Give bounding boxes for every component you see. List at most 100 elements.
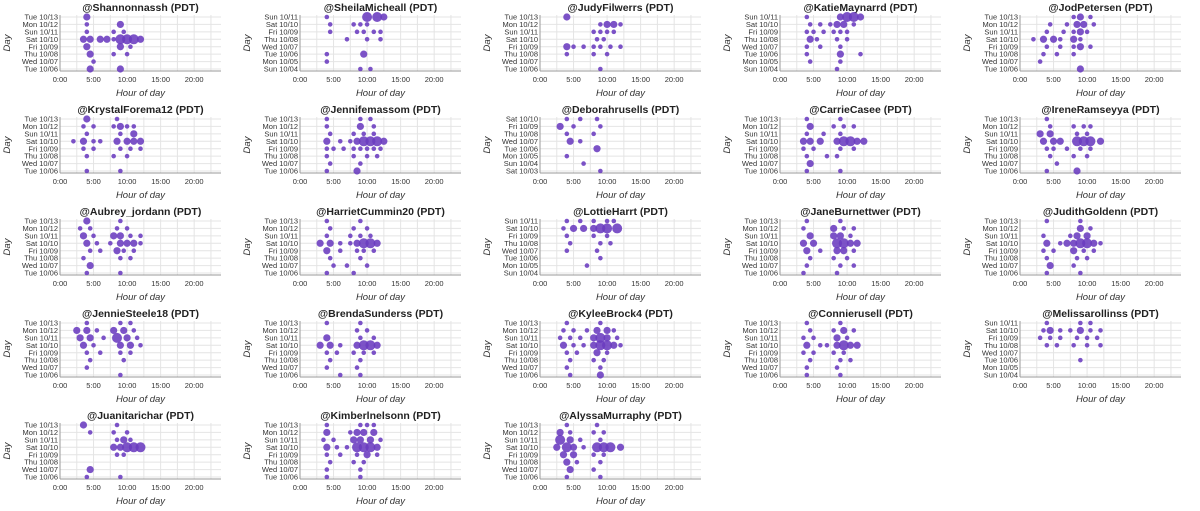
x-tick-label: 20:00: [425, 177, 444, 186]
y-tick-label: Sat 10/10: [506, 443, 538, 452]
y-tick-label: Thu 10/08: [24, 254, 58, 263]
data-point: [838, 340, 849, 351]
x-tick-label: 20:00: [665, 279, 684, 288]
data-point: [841, 226, 847, 231]
x-axis-label: Hour of day: [1076, 394, 1126, 405]
data-point: [114, 422, 120, 428]
data-point: [801, 335, 806, 341]
data-point: [1088, 328, 1093, 333]
data-point: [131, 248, 137, 254]
data-point: [1078, 146, 1083, 152]
data-point: [81, 146, 86, 152]
x-tick-label: 10:00: [358, 279, 377, 288]
data-point: [831, 124, 836, 129]
data-point: [593, 145, 601, 153]
x-axis-label: Hour of day: [356, 496, 406, 507]
panel-title: @KrystalForema12 (PDT): [77, 104, 203, 116]
x-tick-label: 10:00: [598, 381, 617, 390]
data-point: [611, 328, 617, 333]
data-point: [1044, 218, 1050, 224]
data-point: [574, 350, 580, 356]
x-tick-label: 15:00: [631, 177, 650, 186]
data-point: [804, 29, 810, 35]
data-point: [84, 22, 90, 27]
data-point: [378, 437, 383, 443]
data-point: [804, 218, 810, 224]
data-point: [591, 233, 596, 239]
x-tick-label: 5:00: [86, 177, 101, 186]
data-point: [372, 12, 383, 22]
data-point: [1084, 153, 1090, 159]
data-point: [344, 444, 350, 450]
data-point: [611, 218, 617, 224]
data-point: [77, 226, 83, 231]
data-point: [834, 153, 840, 159]
data-point: [120, 436, 128, 444]
data-point: [806, 159, 814, 168]
x-tick-label: 0:00: [53, 483, 68, 492]
data-point: [361, 29, 367, 35]
x-tick-label: 0:00: [773, 177, 788, 186]
panel-title: @IreneRamseyya (PDT): [1041, 104, 1159, 116]
data-point: [84, 270, 90, 276]
data-point: [577, 218, 583, 224]
data-point: [602, 223, 613, 234]
y-tick-label: Mon 10/05: [503, 152, 538, 161]
data-point: [601, 430, 607, 435]
x-tick-label: 10:00: [838, 279, 857, 288]
data-point: [618, 22, 623, 27]
data-point: [1064, 146, 1070, 152]
data-point: [591, 467, 596, 472]
x-tick-label: 20:00: [1145, 381, 1164, 390]
data-point: [1046, 326, 1054, 335]
data-point: [324, 59, 330, 64]
y-tick-label: Fri 10/09: [28, 144, 58, 153]
data-point: [844, 29, 850, 35]
y-tick-label: Wed 10/07: [982, 159, 1018, 168]
y-axis-label: Day: [482, 339, 493, 357]
data-point: [327, 22, 333, 27]
y-tick-label: Tue 10/06: [25, 473, 59, 482]
data-point: [86, 261, 94, 270]
x-axis-label: Hour of day: [596, 88, 646, 99]
x-tick-label: 20:00: [425, 279, 444, 288]
y-tick-label: Tue 10/13: [505, 319, 539, 328]
data-point: [833, 334, 841, 342]
data-point: [138, 240, 143, 246]
data-point: [358, 372, 363, 378]
data-point: [598, 168, 603, 174]
data-point: [571, 342, 576, 348]
y-tick-label: Sat 10/10: [986, 326, 1018, 335]
data-point: [824, 153, 830, 159]
data-point: [79, 232, 88, 240]
y-tick-label: Mon 10/12: [743, 224, 778, 233]
y-tick-label: Tue 10/06: [745, 50, 779, 59]
data-point: [1037, 59, 1043, 64]
data-point: [598, 437, 603, 443]
y-tick-label: Wed 10/07: [742, 42, 778, 51]
data-point: [87, 357, 93, 363]
data-point: [353, 341, 361, 349]
y-tick-label: Tue 10/13: [745, 319, 779, 328]
data-point: [851, 124, 857, 129]
y-tick-label: Tue 10/13: [265, 421, 299, 430]
panel-title: @BrendaSunderss (PDT): [318, 308, 443, 320]
data-point: [559, 341, 568, 349]
data-point: [806, 35, 814, 43]
data-point: [803, 341, 811, 349]
data-point: [1054, 342, 1060, 348]
chart-panel: @Juanitarichar (PDT) Tue 10/13 Mon 10/12 Su…: [0, 408, 240, 510]
data-point: [110, 326, 118, 335]
y-tick-label: Tue 10/06: [265, 50, 299, 59]
y-tick-label: Tue 10/13: [985, 115, 1019, 124]
y-tick-label: Thu 10/08: [24, 356, 58, 365]
y-tick-label: Tue 10/06: [505, 65, 539, 74]
data-point: [616, 443, 625, 451]
chart-panel: @Connierusell (PDT) Tue 10/13 Mon 10/12 Sun…: [720, 306, 960, 408]
data-point: [838, 218, 843, 224]
x-tick-label: 15:00: [631, 381, 650, 390]
y-tick-label: Sat 10/10: [986, 35, 1018, 44]
